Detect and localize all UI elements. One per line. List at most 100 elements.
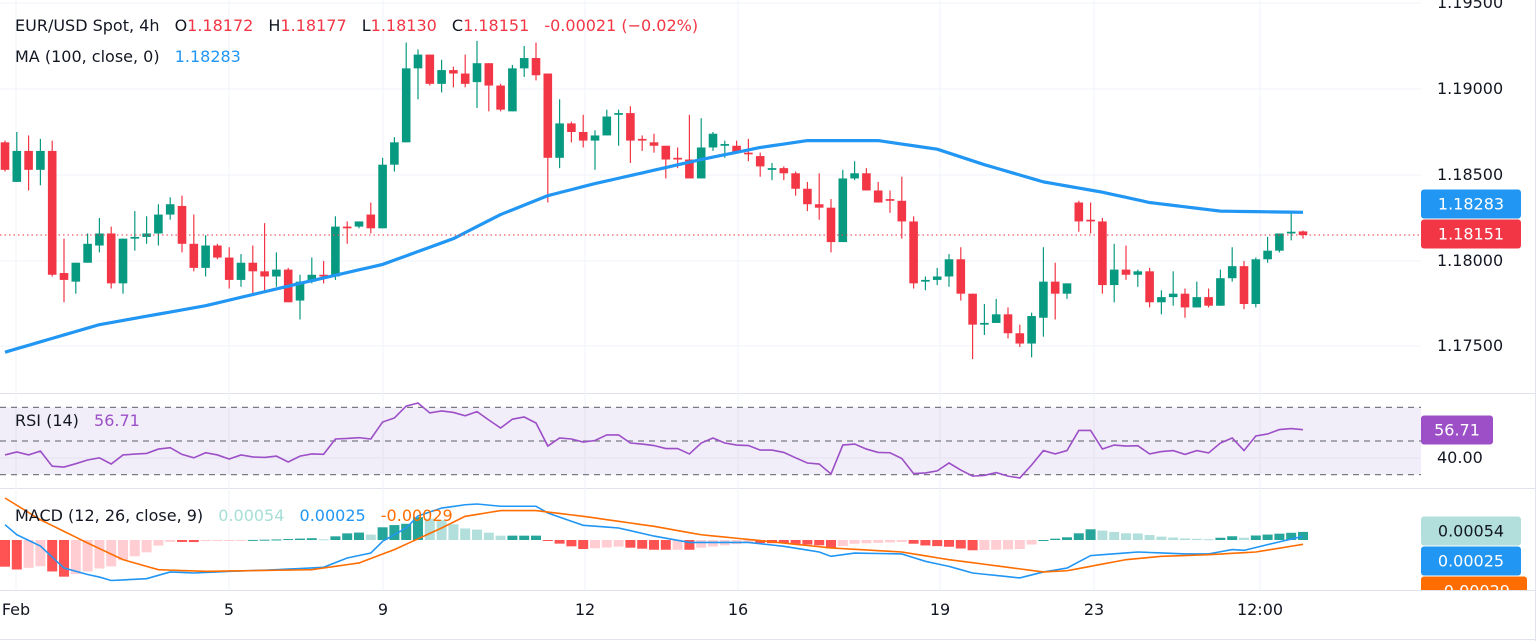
macd-histogram-bar: [70, 540, 81, 575]
candle-body: [460, 73, 470, 84]
candle: [803, 181, 812, 212]
macd-axis[interactable]: 0.00054 0.00025 -0.00029: [0, 488, 1536, 590]
candle-body: [1050, 281, 1060, 294]
time-tick: 9: [377, 600, 389, 619]
candle: [814, 173, 824, 220]
macd-histogram-bar: [342, 533, 353, 540]
macd-histogram-bar: [11, 540, 22, 570]
macd-line-badge: 0.00025: [1421, 546, 1521, 576]
macd-histogram-bar: [35, 540, 46, 567]
candle-body: [36, 150, 45, 170]
macd-signal-badge: -0.00029: [1421, 576, 1527, 590]
candle-body: [130, 236, 140, 239]
candle: [354, 221, 364, 229]
candle-body: [1227, 266, 1237, 279]
candle-body: [12, 150, 22, 182]
macd-histogram-bar: [1038, 540, 1049, 541]
candle-body: [1086, 219, 1095, 222]
macd-histogram-bar: [1144, 535, 1155, 540]
candle-body: [685, 159, 694, 179]
symbol-title[interactable]: EUR/USD Spot, 4h: [15, 16, 160, 35]
candle-body: [602, 116, 612, 136]
candle-body: [118, 238, 128, 284]
macd-histogram-bar: [660, 540, 671, 550]
candle-body: [354, 221, 364, 227]
macd-histogram-bar: [1156, 536, 1167, 540]
candle-body: [1121, 269, 1131, 275]
candle: [130, 211, 140, 251]
candle-body: [791, 173, 800, 189]
macd-histogram-bar: [200, 540, 211, 542]
candle: [980, 304, 989, 335]
macd-histogram-bar: [271, 539, 282, 541]
candle: [1086, 202, 1095, 234]
ma-line: [4, 139, 1304, 354]
time-tick: 12:00: [1236, 600, 1284, 619]
macd-legend[interactable]: MACD (12, 26, close, 9) 0.00054 0.00025 …: [15, 506, 453, 526]
candle: [390, 137, 399, 172]
candle-body: [1074, 202, 1084, 222]
candle-body: [1286, 231, 1296, 234]
rsi-legend-value: 56.71: [94, 411, 140, 430]
macd-histogram-bar: [389, 525, 400, 540]
price-tick: 1.18000: [1437, 251, 1504, 270]
candle-body: [366, 214, 376, 229]
candle-body: [1192, 297, 1202, 308]
change-value: -0.00021 (−0.02%): [544, 16, 699, 35]
macd-histogram-bar: [1003, 540, 1013, 550]
macd-legend-label: MACD (12, 26, close, 9): [15, 506, 204, 525]
macd-histogram-bar: [1132, 533, 1143, 540]
candle-body: [165, 204, 175, 215]
candle-body: [578, 132, 588, 141]
price-pane: [0, 40, 1421, 360]
candle: [201, 235, 210, 277]
candle: [24, 135, 33, 191]
candle-body: [921, 279, 930, 282]
candle-body: [779, 168, 789, 174]
candle: [1039, 247, 1048, 337]
candle-body: [862, 173, 871, 191]
macd-histogram-bar: [318, 539, 329, 541]
ma-legend[interactable]: MA (100, close, 0) 1.18283: [15, 47, 241, 67]
macd-histogram-bar: [1121, 533, 1131, 540]
open-value: 1.18172: [187, 16, 254, 35]
candle: [708, 132, 718, 151]
macd-histogram-bar: [1109, 531, 1120, 540]
candle: [1216, 269, 1225, 306]
candle: [118, 238, 128, 294]
candle-body: [531, 58, 541, 76]
candle: [272, 252, 281, 287]
candle: [71, 262, 81, 294]
macd-histogram-bar: [495, 535, 506, 540]
macd-histogram-bar: [153, 540, 164, 546]
candle-body: [637, 138, 647, 141]
candle: [649, 133, 659, 153]
macd-histogram-bar: [613, 540, 624, 547]
macd-histogram-bar: [247, 539, 258, 541]
macd-histogram-bar: [955, 540, 966, 549]
candle-body: [555, 123, 564, 158]
candle-body: [484, 63, 494, 86]
candle: [1180, 288, 1190, 318]
candle-body: [909, 221, 918, 284]
candle-body: [47, 150, 57, 275]
candle-body: [897, 200, 907, 222]
rsi-legend[interactable]: RSI (14) 56.71: [15, 411, 140, 431]
macd-histogram-bar: [413, 517, 423, 540]
candle: [1015, 324, 1025, 347]
candle-body: [213, 245, 222, 258]
candle: [331, 216, 340, 280]
macd-histogram-bar: [1250, 535, 1261, 540]
macd-histogram-bar: [1274, 533, 1285, 540]
macd-histogram-bar: [1062, 537, 1072, 540]
candle: [1286, 212, 1296, 241]
macd-histogram-bar: [306, 538, 317, 540]
candle-body: [885, 199, 895, 201]
macd-histogram-bar: [472, 529, 482, 540]
candle-body: [1204, 297, 1213, 306]
macd-histogram-bar: [483, 532, 494, 540]
candle: [83, 233, 92, 263]
candle: [449, 66, 458, 88]
